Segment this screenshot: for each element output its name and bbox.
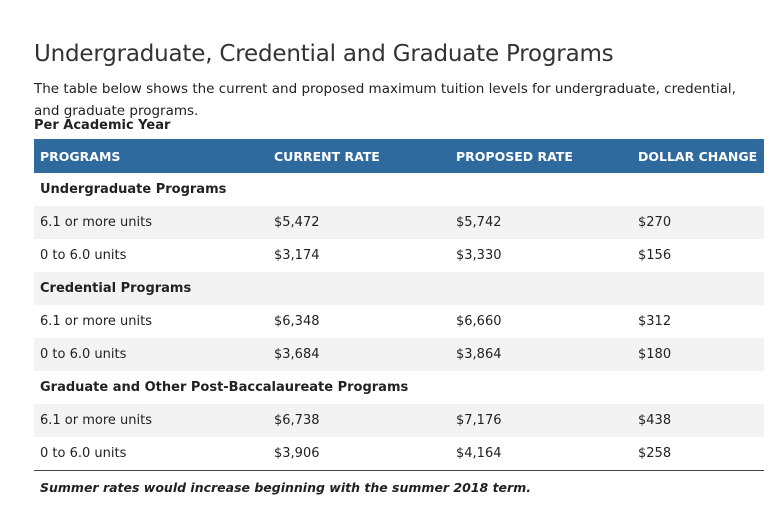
column-header-programs: PROGRAMS <box>34 139 268 173</box>
column-header-current-rate: CURRENT RATE <box>268 139 450 173</box>
table-row: 6.1 or more units $5,472 $5,742 $270 <box>34 206 764 239</box>
group-row-credential: Credential Programs <box>34 272 764 305</box>
proposed-rate-cell: $5,742 <box>450 206 632 239</box>
intro-paragraph: The table below shows the current and pr… <box>34 80 736 119</box>
current-rate-cell: $6,738 <box>268 404 450 437</box>
page-title: Undergraduate, Credential and Graduate P… <box>34 41 614 68</box>
proposed-rate-cell: $6,660 <box>450 305 632 338</box>
dollar-change-cell: $438 <box>632 404 764 437</box>
dollar-change-cell: $258 <box>632 437 764 471</box>
table-header: PROGRAMS CURRENT RATE PROPOSED RATE DOLL… <box>34 139 764 173</box>
table-row: 6.1 or more units $6,348 $6,660 $312 <box>34 305 764 338</box>
proposed-rate-cell: $4,164 <box>450 437 632 471</box>
table-body: Undergraduate Programs 6.1 or more units… <box>34 173 764 471</box>
dollar-change-cell: $180 <box>632 338 764 371</box>
current-rate-cell: $3,684 <box>268 338 450 371</box>
group-row-graduate: Graduate and Other Post-Baccalaureate Pr… <box>34 371 764 404</box>
program-cell: 6.1 or more units <box>34 305 268 338</box>
column-header-proposed-rate: PROPOSED RATE <box>450 139 632 173</box>
proposed-rate-cell: $7,176 <box>450 404 632 437</box>
proposed-rate-cell: $3,330 <box>450 239 632 272</box>
group-row-undergraduate: Undergraduate Programs <box>34 173 764 206</box>
group-label: Graduate and Other Post-Baccalaureate Pr… <box>34 371 764 404</box>
group-label: Undergraduate Programs <box>34 173 764 206</box>
current-rate-cell: $6,348 <box>268 305 450 338</box>
table-row: 0 to 6.0 units $3,174 $3,330 $156 <box>34 239 764 272</box>
program-cell: 6.1 or more units <box>34 404 268 437</box>
program-cell: 0 to 6.0 units <box>34 239 268 272</box>
dollar-change-cell: $156 <box>632 239 764 272</box>
header-row: PROGRAMS CURRENT RATE PROPOSED RATE DOLL… <box>34 139 764 173</box>
program-cell: 6.1 or more units <box>34 206 268 239</box>
current-rate-cell: $3,906 <box>268 437 450 471</box>
summer-rates-note: Summer rates would increase beginning wi… <box>40 480 531 495</box>
current-rate-cell: $5,472 <box>268 206 450 239</box>
current-rate-cell: $3,174 <box>268 239 450 272</box>
table-row: 6.1 or more units $6,738 $7,176 $438 <box>34 404 764 437</box>
tuition-rates-table: PROGRAMS CURRENT RATE PROPOSED RATE DOLL… <box>34 139 764 471</box>
dollar-change-cell: $270 <box>632 206 764 239</box>
program-cell: 0 to 6.0 units <box>34 338 268 371</box>
column-header-dollar-change: DOLLAR CHANGE <box>632 139 764 173</box>
table-row: 0 to 6.0 units $3,906 $4,164 $258 <box>34 437 764 471</box>
dollar-change-cell: $312 <box>632 305 764 338</box>
group-label: Credential Programs <box>34 272 764 305</box>
table-caption: Per Academic Year <box>34 118 171 133</box>
proposed-rate-cell: $3,864 <box>450 338 632 371</box>
program-cell: 0 to 6.0 units <box>34 437 268 471</box>
table-row: 0 to 6.0 units $3,684 $3,864 $180 <box>34 338 764 371</box>
